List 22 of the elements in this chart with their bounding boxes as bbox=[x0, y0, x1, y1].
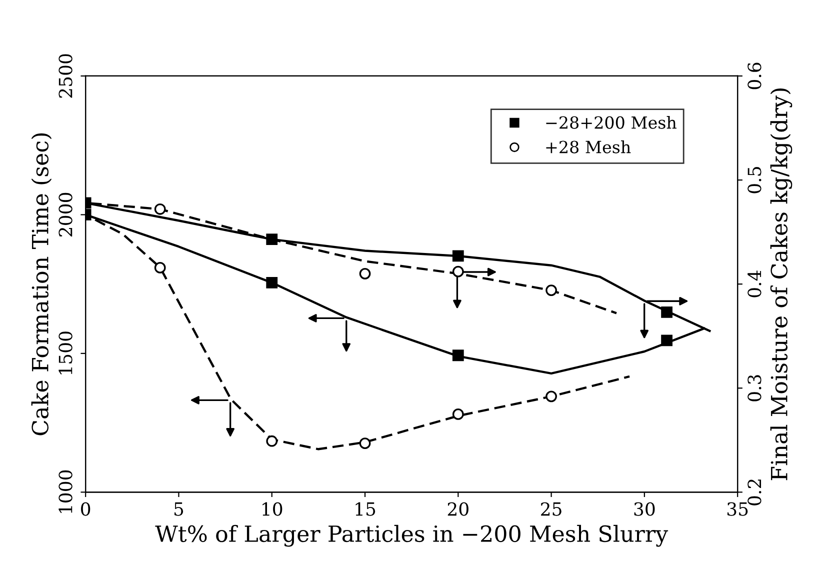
x-tick-label: 35 bbox=[727, 502, 748, 516]
legend-label: −28+200 Mesh bbox=[546, 116, 676, 129]
legend-label: +28 Mesh bbox=[546, 140, 631, 154]
y-tick-label: 2000 bbox=[58, 192, 72, 236]
y-tick-label: 2500 bbox=[58, 54, 72, 98]
x-tick-label: 20 bbox=[448, 502, 468, 516]
y-tick-label: 1500 bbox=[58, 332, 72, 374]
x-tick-label: 10 bbox=[262, 502, 282, 516]
x-axis-title: Wt% of Larger Particles in −200 Mesh Slurry bbox=[155, 524, 668, 547]
y-axis-title: Cake Formation Time (sec) bbox=[31, 133, 52, 436]
y2-tick-label: 0.2 bbox=[748, 480, 762, 506]
y2-tick-label: 0.5 bbox=[748, 167, 762, 194]
x-tick-label: 30 bbox=[634, 502, 655, 516]
y-tick-label: 1000 bbox=[58, 470, 72, 513]
y2-axis-title: Final Moisture of Cakes kg/kg(dry) bbox=[770, 88, 792, 480]
y2-tick-label: 0.4 bbox=[748, 270, 762, 298]
x-tick-label: 0 bbox=[81, 502, 90, 516]
x-tick-label: 25 bbox=[541, 502, 562, 516]
y2-tick-label: 0.3 bbox=[748, 375, 762, 402]
y2-tick-label: 0.6 bbox=[748, 62, 762, 90]
x-tick-label: 15 bbox=[356, 502, 376, 516]
x-tick-label: 5 bbox=[174, 502, 184, 516]
